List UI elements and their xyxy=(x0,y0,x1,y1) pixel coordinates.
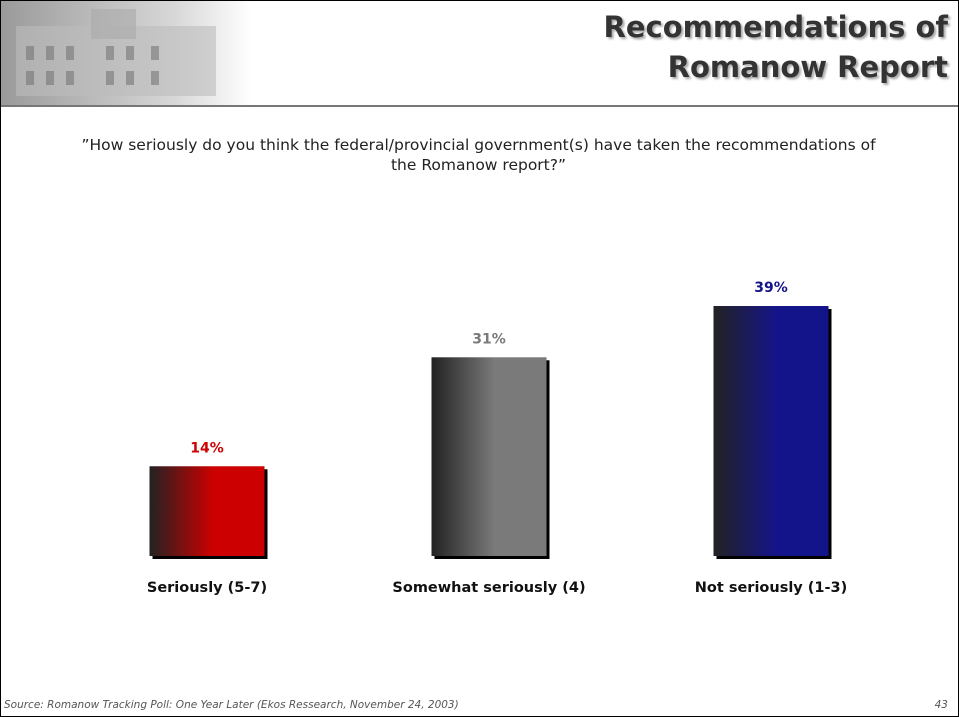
title-line: Romanow Report xyxy=(667,50,948,84)
category-label: Not seriously (1-3) xyxy=(695,580,848,596)
category-label: Seriously (5-7) xyxy=(147,580,267,596)
bar xyxy=(431,357,547,556)
header-image xyxy=(1,1,251,105)
question: ”How seriously do you think the federal/… xyxy=(81,136,876,174)
title-line: Recommendations of xyxy=(603,10,948,44)
title: Recommendations of Romanow Report xyxy=(604,7,948,87)
header-rule xyxy=(1,105,958,107)
value-label: 39% xyxy=(754,280,788,296)
source: Source: Romanow Tracking Poll: One Year … xyxy=(4,699,459,711)
value-label: 31% xyxy=(472,331,506,347)
page-number: 43 xyxy=(934,699,948,711)
chart: 14% Seriously (5-7) 31% Somewhat seriously … xyxy=(147,280,848,596)
category-label: Somewhat seriously (4) xyxy=(392,580,585,596)
value-label: 14% xyxy=(190,440,224,456)
bar xyxy=(149,466,265,556)
bar xyxy=(713,306,829,556)
